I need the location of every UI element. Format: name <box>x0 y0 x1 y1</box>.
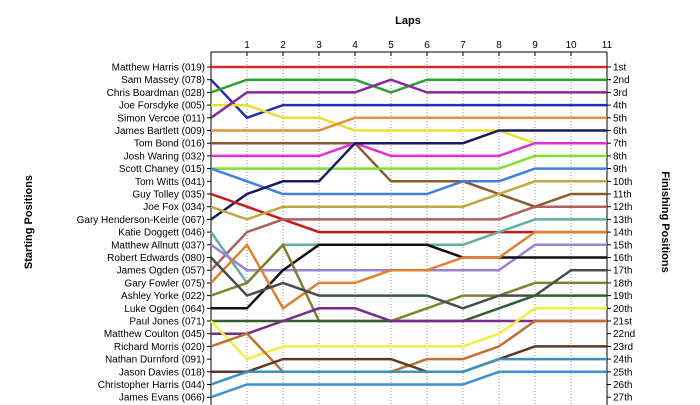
start-label: Jason Davies (018) <box>119 367 205 378</box>
series-line <box>210 129 607 221</box>
finish-label: 26th <box>613 380 632 391</box>
axes <box>207 51 611 405</box>
start-label: James Ogden (057) <box>117 266 205 277</box>
start-label: Matthew Harris (019) <box>112 63 205 74</box>
starting-position-labels: Matthew Harris (019)Sam Massey (078) Chri… <box>77 63 205 404</box>
lap-label: 8 <box>496 40 502 51</box>
finish-label: 7th <box>613 139 627 150</box>
lap-tick-labels: 1 2 3 4 5 6 7 8 9 10 11 <box>244 40 612 51</box>
series-line <box>210 307 607 361</box>
start-label: Scott Chaney (015) <box>119 164 205 175</box>
series-line <box>211 116 607 132</box>
lap-label: 6 <box>424 40 430 51</box>
series-line <box>210 180 607 221</box>
finish-label: 25th <box>613 367 632 378</box>
series-line <box>211 345 607 374</box>
start-label: Paul Jones (071) <box>129 317 205 328</box>
start-label: Joe Fox (034) <box>143 202 205 213</box>
start-label: Ashley Yorke (022) <box>121 291 205 302</box>
series-lines <box>209 65 607 399</box>
lap-label: 2 <box>280 40 286 51</box>
series-line <box>210 357 607 386</box>
lap-label: 5 <box>388 40 394 51</box>
finish-label: 22nd <box>613 329 635 340</box>
finish-label: 4th <box>613 101 627 112</box>
start-label: Simon Vercoe (011) <box>117 113 205 124</box>
finish-label: 2nd <box>613 75 630 86</box>
series-line <box>210 167 607 196</box>
series-line <box>211 243 607 310</box>
series-line <box>211 141 607 209</box>
start-label: Nathan Durnford (091) <box>105 355 205 366</box>
series-line <box>210 256 607 310</box>
lap-label: 1 <box>244 40 250 51</box>
finish-label: 8th <box>613 151 627 162</box>
lap-label: 7 <box>460 40 466 51</box>
finish-label: 17th <box>613 266 632 277</box>
start-label: Christopher Harris (044) <box>98 380 205 391</box>
finish-label: 5th <box>613 113 627 124</box>
finish-label: 9th <box>613 164 627 175</box>
finish-label: 15th <box>613 240 632 251</box>
finish-label: 20th <box>613 304 632 315</box>
series-line <box>210 78 607 120</box>
start-label: Gary Henderson-Keirle (067) <box>77 215 205 226</box>
series-line <box>210 192 607 234</box>
series-line <box>211 154 607 170</box>
finish-label: 21st <box>613 317 632 328</box>
start-label: Tom Witts (041) <box>135 177 205 188</box>
start-label: Robert Edwards (080) <box>107 253 205 264</box>
finish-label: 3rd <box>613 88 627 99</box>
lap-label: 9 <box>532 40 538 51</box>
start-label: Gary Fowler (075) <box>124 278 205 289</box>
finish-label: 13th <box>613 215 632 226</box>
finish-label: 1st <box>613 63 627 74</box>
lap-label: 3 <box>316 40 322 51</box>
start-label: Tom Bond (016) <box>134 139 205 150</box>
start-label: Chris Boardman (028) <box>107 88 205 99</box>
lap-label: 11 <box>602 40 613 51</box>
start-label: Guy Tolley (035) <box>132 190 205 201</box>
series-line <box>209 218 607 285</box>
finish-label: 27th <box>613 393 632 404</box>
series-line <box>210 242 607 323</box>
finish-label: 19th <box>613 291 632 302</box>
start-label: Joe Forsdyke (005) <box>119 101 205 112</box>
finish-label: 16th <box>613 253 632 264</box>
left-axis-label: Starting Positions <box>23 175 35 269</box>
series-line <box>210 78 607 119</box>
chart-title: Laps <box>395 15 421 27</box>
finish-label: 14th <box>613 228 632 239</box>
start-label: James Evans (066) <box>119 393 205 404</box>
lap-label: 4 <box>352 40 358 51</box>
finish-label: 18th <box>613 278 632 289</box>
finish-label: 11th <box>613 190 632 201</box>
finish-label: 10th <box>613 177 632 188</box>
finish-label: 12th <box>613 202 632 213</box>
start-label: Luke Ogden (064) <box>124 304 205 315</box>
finish-label: 23rd <box>613 342 633 353</box>
series-line <box>210 205 607 272</box>
start-label: James Bartlett (009) <box>115 126 205 137</box>
series-line <box>211 141 607 158</box>
start-label: Katie Doggett (046) <box>118 228 205 239</box>
series-line <box>210 370 607 399</box>
series-line <box>210 230 607 311</box>
start-label: Matthew Allnutt (037) <box>111 240 205 251</box>
start-label: Josh Waring (032) <box>124 151 205 162</box>
finish-label: 6th <box>613 126 627 137</box>
start-label: Sam Massey (078) <box>121 75 205 86</box>
finish-label: 24th <box>613 355 632 366</box>
start-label: Matthew Coulton (045) <box>104 329 205 340</box>
start-label: Richard Morris (020) <box>114 342 205 353</box>
right-axis-label: Finishing Positions <box>659 171 671 272</box>
lap-label: 10 <box>565 40 577 51</box>
